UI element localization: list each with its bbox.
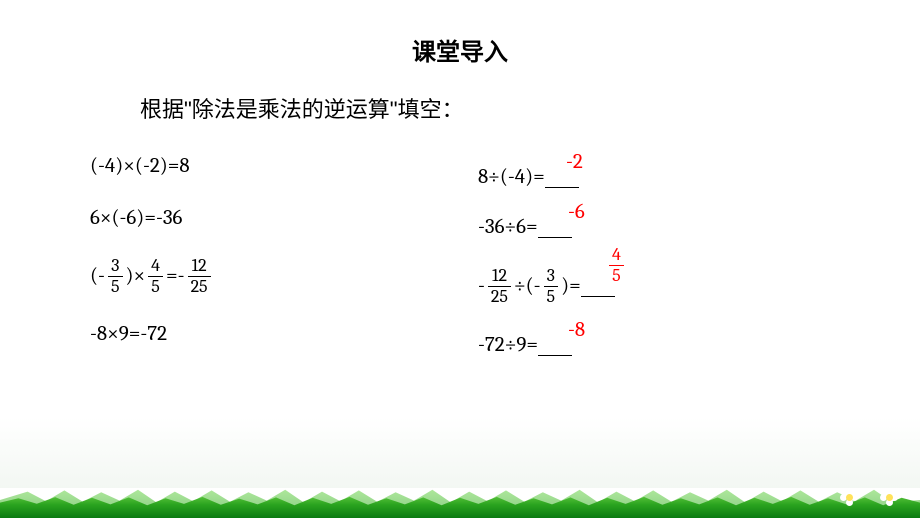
math-text: )= [561,274,581,298]
numerator: 3 [544,267,558,286]
fraction: 4 5 [148,257,163,296]
left-eq-3: (- 3 5 )× 4 5 =- 12 25 [90,244,450,308]
fraction: 3 5 [544,267,559,306]
blank [538,217,572,238]
math-text: ÷(- [514,274,541,298]
numerator: 4 [609,246,624,265]
answer: -2 [566,150,583,174]
numerator: 12 [489,267,510,286]
numerator: 4 [148,257,163,276]
fraction: 12 25 [488,267,511,306]
denominator: 25 [488,286,511,306]
answer: -8 [568,318,585,342]
denominator: 5 [544,286,559,306]
denominator: 5 [108,276,123,296]
math-text: =- [166,264,185,288]
math-text: -36÷6= [478,215,538,239]
fraction: 3 5 [108,257,123,296]
math-text: -8×9=-72 [90,322,167,346]
numerator: 12 [189,257,210,276]
answer: -6 [568,200,585,224]
math-text: (- [90,264,105,288]
right-eq-2: -36÷6= -6 [478,202,858,252]
right-eq-1: 8÷(-4)= -2 [478,152,858,202]
flower-icon [880,488,898,506]
denominator: 5 [148,276,163,296]
math-text: 8÷(-4)= [478,165,545,189]
right-eq-4: -72÷9= -8 [478,320,858,370]
slide-title: 课堂导入 [0,32,920,67]
denominator: 5 [609,265,624,285]
denominator: 25 [188,276,211,296]
right-column: 8÷(-4)= -2 -36÷6= -6 - 12 25 ÷(- 3 5 )= [478,152,858,370]
math-text: 6×(-6)=-36 [90,206,182,230]
flower-icon [840,488,858,506]
left-eq-2: 6×(-6)=-36 [90,192,450,244]
math-text: - [478,274,485,298]
fraction: 4 5 [609,246,624,285]
math-text: -72÷9= [478,333,538,357]
fraction: 12 25 [188,257,211,296]
slide: 课堂导入 根据"除法是乘法的逆运算"填空： (-4)×(-2)=8 6×(-6)… [0,0,920,518]
answer-fraction: 4 5 [606,246,627,285]
blank [538,335,572,356]
math-text: )× [126,264,146,288]
prompt-text: 根据"除法是乘法的逆运算"填空： [140,92,464,124]
grass-decor [0,472,920,518]
left-column: (-4)×(-2)=8 6×(-6)=-36 (- 3 5 )× 4 5 =- … [90,140,450,360]
left-eq-4: -8×9=-72 [90,308,450,360]
right-eq-3: - 12 25 ÷(- 3 5 )= 4 5 [478,252,858,320]
numerator: 3 [108,257,122,276]
left-eq-1: (-4)×(-2)=8 [90,140,450,192]
math-text: (-4)×(-2)=8 [90,154,190,178]
